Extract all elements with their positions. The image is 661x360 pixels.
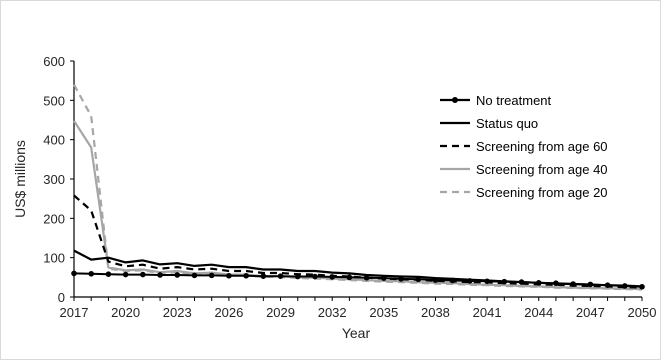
y-tick-label: 300 [43, 172, 65, 187]
x-tick-label: 2020 [111, 305, 140, 320]
legend-label-3: Screening from age 40 [476, 162, 608, 177]
series-point [294, 273, 301, 280]
y-axis-title: US$ millions [12, 140, 28, 218]
x-tick-label: 2035 [369, 305, 398, 320]
legend-label-4: Screening from age 20 [476, 185, 608, 200]
series-point [398, 276, 404, 282]
series-point [363, 274, 370, 281]
series-point [535, 280, 542, 286]
series-layer [71, 84, 645, 291]
x-tick-label: 2017 [60, 305, 89, 320]
x-tick-label: 2026 [214, 305, 243, 320]
series-point [174, 272, 181, 278]
series-point [449, 277, 456, 284]
series-line-0 [73, 272, 643, 288]
series-line-3 [73, 120, 643, 291]
legend-label-1: Status quo [476, 116, 538, 131]
series-point [122, 271, 129, 278]
series-point [432, 277, 439, 283]
y-tick-label: 100 [43, 251, 65, 266]
series-point [501, 278, 508, 285]
series-point [260, 273, 267, 279]
legend-label-2: Screening from age 60 [476, 139, 608, 154]
series-point [381, 275, 387, 281]
x-tick-label: 2038 [421, 305, 450, 320]
series-point [621, 283, 628, 289]
legend-marker [452, 97, 458, 103]
y-tick-label: 0 [58, 290, 65, 305]
series-point [346, 274, 353, 281]
series-point [467, 278, 473, 284]
legend: No treatment Status quo Screening from age… [440, 93, 608, 200]
x-tick-label: 2044 [524, 305, 553, 320]
series-point [639, 283, 645, 290]
series-point [140, 271, 146, 278]
series-point [415, 276, 422, 283]
series-point [604, 282, 611, 289]
series-point [312, 273, 318, 280]
series-point [88, 270, 95, 277]
series-point [191, 272, 198, 279]
series-point [553, 280, 559, 287]
series-point [208, 272, 215, 279]
series-point [587, 281, 594, 288]
y-tick-label: 500 [43, 93, 65, 108]
x-tick-label: 2047 [576, 305, 605, 320]
x-tick-label: 2050 [628, 305, 657, 320]
y-tick-label: 200 [43, 211, 65, 226]
x-axis-title: Year [342, 325, 371, 341]
y-tick-label: 400 [43, 133, 65, 148]
series-point [243, 272, 249, 279]
series-point [105, 271, 112, 277]
x-tick-label: 2029 [266, 305, 295, 320]
x-tick-label: 2023 [163, 305, 192, 320]
series-point [329, 274, 335, 280]
series-point [518, 279, 525, 285]
series-point [277, 273, 284, 279]
x-tick-label: 2041 [473, 305, 502, 320]
series-point [484, 278, 490, 285]
x-tick-label: 2032 [318, 305, 347, 320]
axes: 2017 2020 2023 2026 2029 2032 2035 2038 2041 2044… [43, 54, 656, 320]
series-point [570, 281, 576, 287]
y-tick-label: 600 [43, 54, 65, 69]
legend-label-0: No treatment [476, 93, 552, 108]
series-point [157, 272, 163, 278]
series-point [226, 272, 232, 279]
series-point [71, 270, 77, 277]
